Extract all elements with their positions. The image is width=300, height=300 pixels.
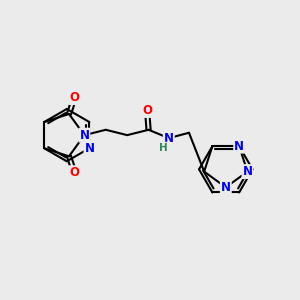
Text: N: N xyxy=(80,129,89,142)
Text: N: N xyxy=(221,181,231,194)
Text: O: O xyxy=(69,166,79,179)
Text: H: H xyxy=(159,142,168,153)
Text: N: N xyxy=(242,165,252,178)
Text: N: N xyxy=(84,142,94,155)
Text: N: N xyxy=(164,132,174,145)
Text: O: O xyxy=(69,91,79,104)
Text: O: O xyxy=(142,104,152,117)
Text: N: N xyxy=(234,140,244,153)
